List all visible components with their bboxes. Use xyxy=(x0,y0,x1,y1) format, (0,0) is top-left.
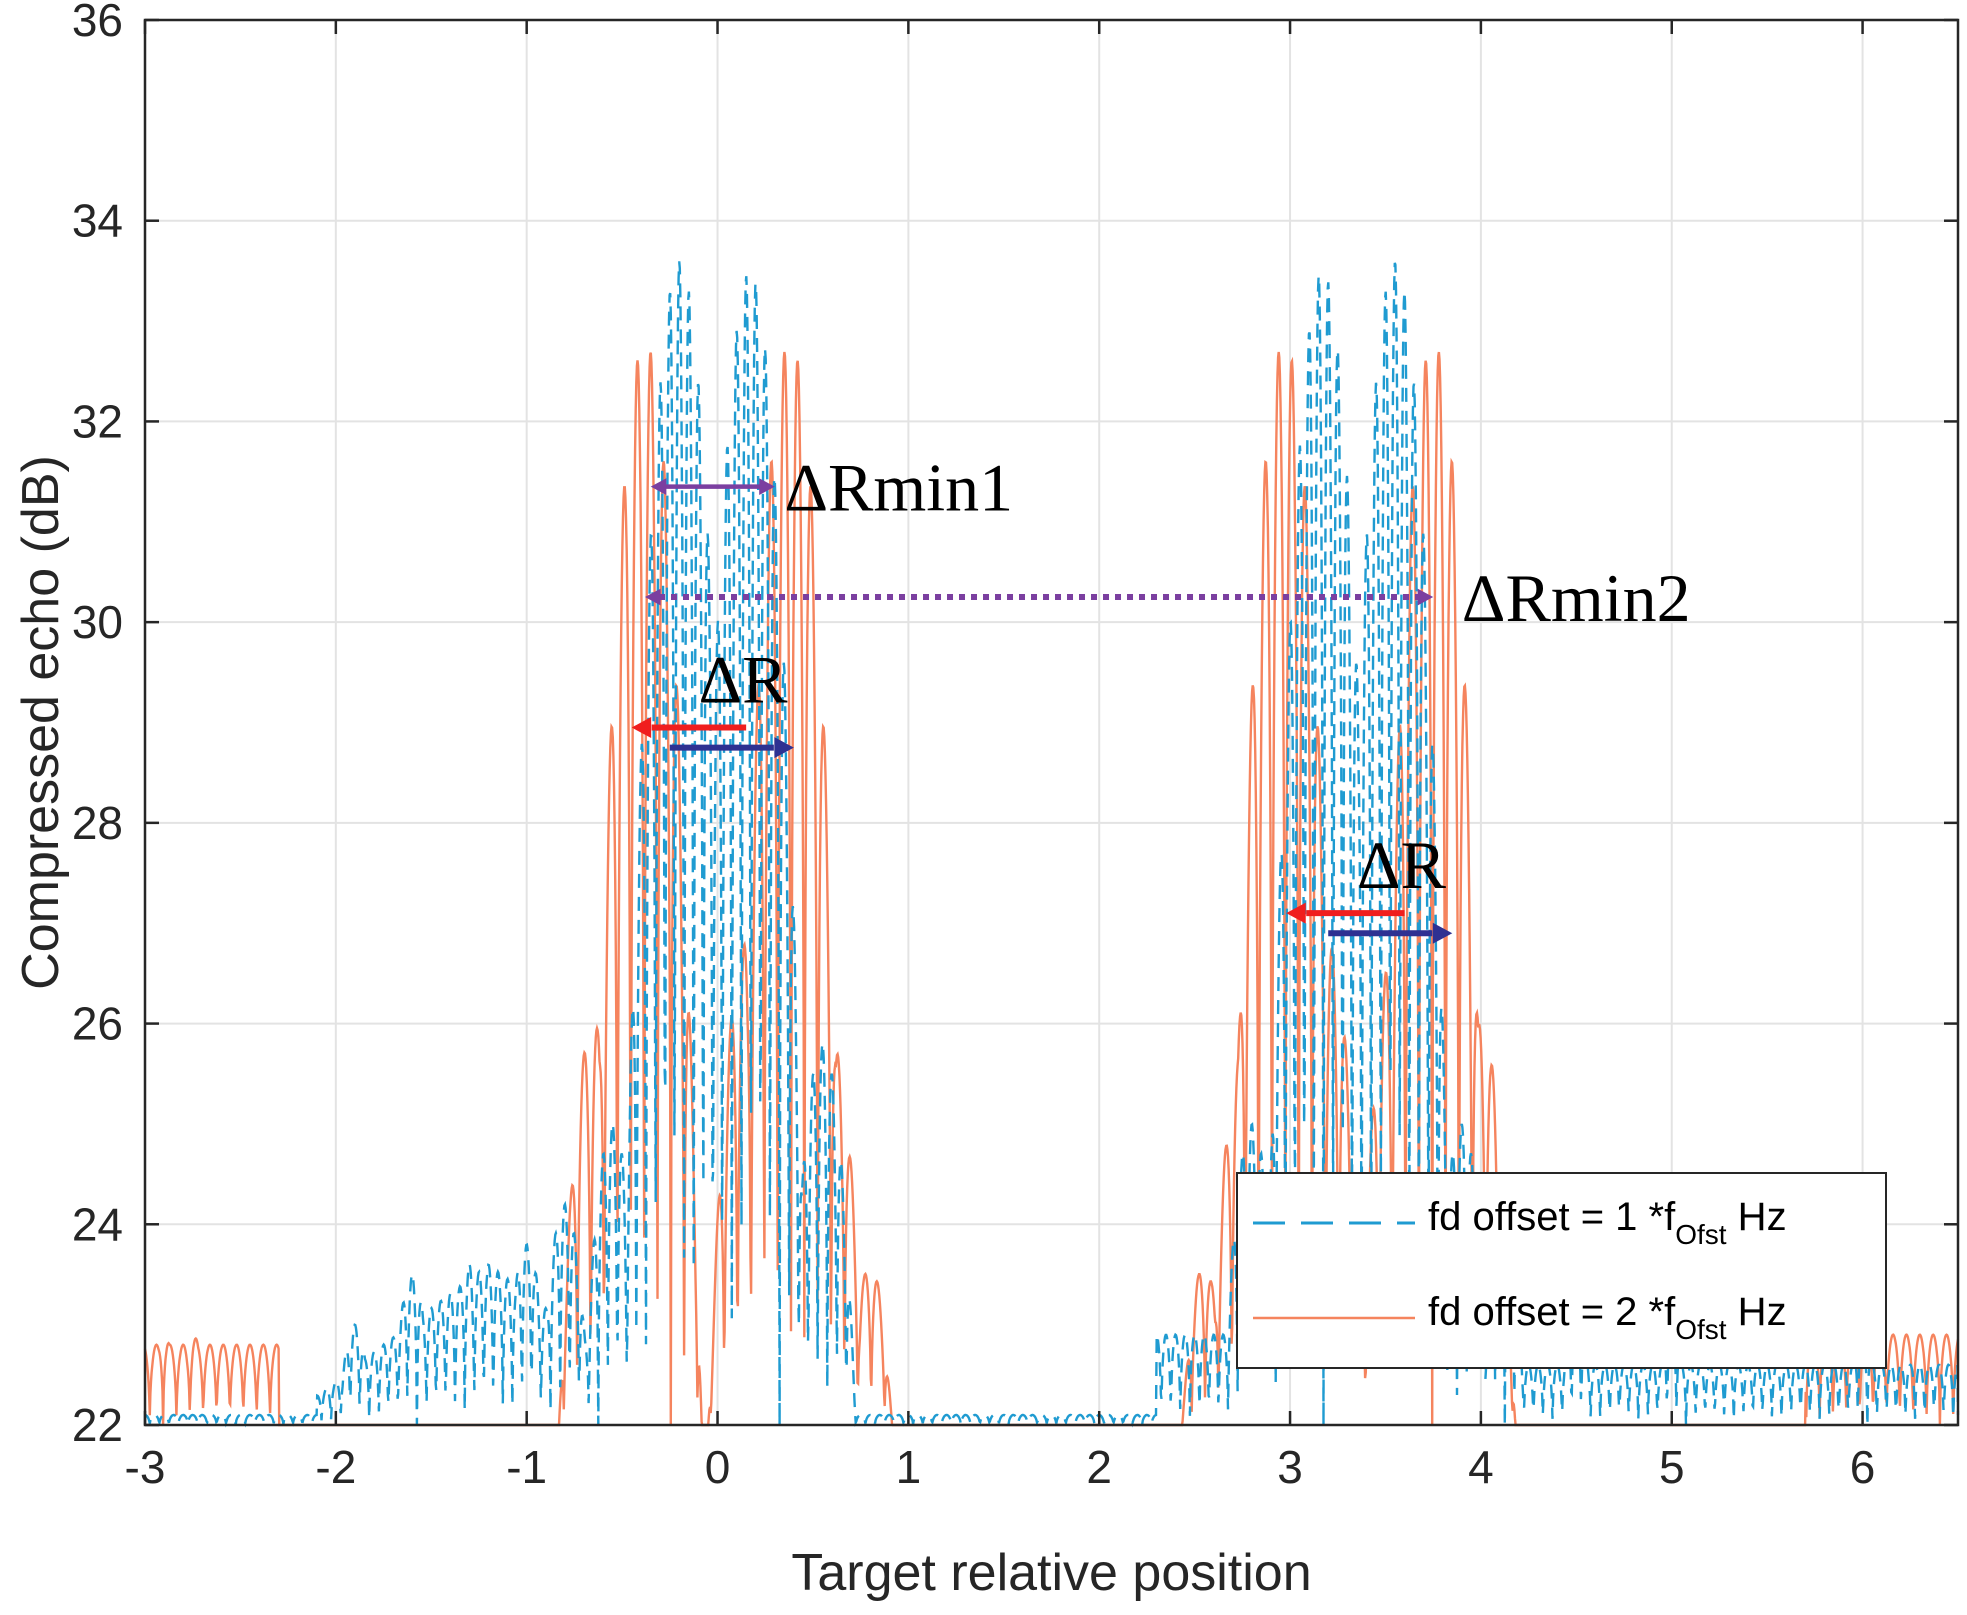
x-tick-label: -2 xyxy=(315,1441,356,1493)
axes-box xyxy=(143,18,1960,1427)
x-axis-label: Target relative position xyxy=(791,1544,1311,1602)
legend-label-series-2: fd offset = 2 *fOfst Hz xyxy=(1428,1290,1787,1345)
legend-label-series-1: fd offset = 1 *fOfst Hz xyxy=(1428,1195,1787,1250)
y-tick-label: 26 xyxy=(72,998,123,1050)
series-line-fd-offset-1 xyxy=(144,261,1960,1428)
x-tick-label: 5 xyxy=(1659,1441,1685,1493)
y-tick-label: 22 xyxy=(72,1399,123,1451)
y-tick-label: 32 xyxy=(72,395,123,447)
annotation-label-delta-r: ΔR xyxy=(698,641,788,717)
annotations: ΔRmin1 ΔRmin2 ΔR ΔR xyxy=(631,450,1691,944)
legend-box xyxy=(1236,1172,1887,1369)
arrowhead xyxy=(631,717,652,739)
arrowhead xyxy=(1432,922,1453,944)
y-tick-label: 28 xyxy=(72,797,123,849)
annotation-label-delta-r: ΔR xyxy=(1357,827,1447,903)
x-axis: -3 -2 -1 0 1 2 3 4 5 6 xyxy=(125,20,1876,1493)
x-tick-label: 1 xyxy=(896,1441,922,1493)
x-tick-label: 3 xyxy=(1277,1441,1303,1493)
arrowhead xyxy=(645,588,661,606)
annotation-label-1: ΔRmin1 xyxy=(784,450,1013,526)
x-tick-label: 6 xyxy=(1850,1441,1876,1493)
y-tick-label: 36 xyxy=(72,0,123,46)
legend: fd offset = 1 *fOfst Hz fd offset = 2 *f… xyxy=(1236,1172,1887,1369)
x-tick-label: 0 xyxy=(705,1441,731,1493)
y-tick-label: 24 xyxy=(72,1198,123,1250)
annotation-label-2: ΔRmin2 xyxy=(1462,560,1691,636)
y-tick-label: 34 xyxy=(72,195,123,247)
arrowhead xyxy=(1417,588,1434,606)
arrowhead xyxy=(650,478,667,496)
x-tick-label: -1 xyxy=(506,1441,547,1493)
y-tick-label: 30 xyxy=(72,596,123,648)
x-tick-label: 2 xyxy=(1086,1441,1112,1493)
y-axis: 22 24 26 28 30 32 34 36 xyxy=(72,0,1958,1451)
x-tick-label: 4 xyxy=(1468,1441,1494,1493)
arrowhead xyxy=(759,478,775,496)
y-axis-label: Compressed echo (dB) xyxy=(12,455,70,990)
arrowhead xyxy=(774,737,794,759)
x-tick-label: -3 xyxy=(125,1441,166,1493)
arrowhead xyxy=(1286,902,1306,924)
